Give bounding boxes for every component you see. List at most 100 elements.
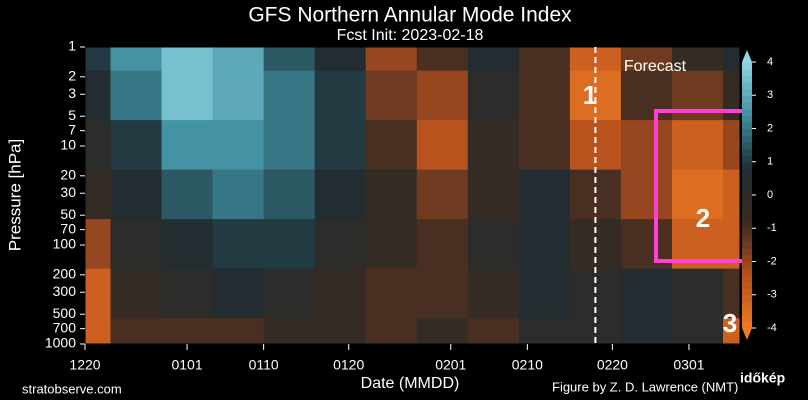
field-cell <box>263 219 316 270</box>
x-tick-label: 0101 <box>171 357 202 373</box>
plot-frame <box>84 46 741 345</box>
y-tick-label: 500 <box>53 305 77 321</box>
field-cell <box>416 318 469 344</box>
field-cell <box>365 70 418 121</box>
colorbar-cell <box>742 268 752 276</box>
y-tick-label: 5 <box>68 107 76 123</box>
field-cell <box>263 120 316 171</box>
colorbar-cell <box>742 208 752 216</box>
field-cell <box>110 268 163 319</box>
y-tick-label: 700 <box>53 319 77 335</box>
field-cell <box>161 70 214 121</box>
field-cell <box>620 120 673 171</box>
field-cell <box>518 169 571 220</box>
field-cell <box>110 47 163 72</box>
field-cell <box>467 219 520 270</box>
field-cell <box>467 47 520 72</box>
field-cell <box>416 47 469 72</box>
field-cell <box>212 169 265 220</box>
field-cell <box>85 70 112 121</box>
field-cell <box>365 169 418 220</box>
field-cell <box>85 169 112 220</box>
colorbar-cell <box>742 195 752 203</box>
colorbar-cell <box>742 155 752 163</box>
colorbar-tick-label: 2 <box>767 122 773 134</box>
field-cell <box>212 268 265 319</box>
field-cell <box>263 169 316 220</box>
field-cell <box>671 268 724 319</box>
colorbar-cell <box>742 234 752 243</box>
colorbar-cell <box>742 228 752 236</box>
field-cell <box>671 318 724 344</box>
colorbar-cell <box>742 135 752 143</box>
colorbar-cell <box>742 95 752 103</box>
field-cell <box>518 120 571 171</box>
colorbar-cell <box>742 294 752 302</box>
colorbar-cell <box>742 141 752 149</box>
field-cell <box>671 169 724 220</box>
colorbar-cell <box>742 248 752 256</box>
colorbar-tick-label: 4 <box>767 56 773 68</box>
field-cell <box>569 47 622 72</box>
colorbar-tick-label: 1 <box>767 156 773 168</box>
field-cell <box>722 169 740 220</box>
field-cell <box>365 318 418 344</box>
field-cell <box>212 47 265 72</box>
colorbar-cell <box>742 128 752 136</box>
field-cell <box>263 268 316 319</box>
field-cell <box>620 268 673 319</box>
field-cell <box>620 169 673 220</box>
colorbar-cell <box>742 75 752 83</box>
field-cell <box>671 120 724 171</box>
colorbar-cell <box>742 148 752 156</box>
field-cell <box>365 47 418 72</box>
x-tick-label: 0220 <box>597 357 628 373</box>
colorbar-cell <box>742 81 752 90</box>
source: stratobserve.com <box>22 381 122 396</box>
colorbar-tick-label: -2 <box>767 255 777 267</box>
chart-title: GFS Northern Annular Mode Index <box>248 4 572 27</box>
field-cell <box>722 318 740 344</box>
y-tick-label: 100 <box>53 236 77 252</box>
colorbar-cell <box>742 214 752 223</box>
field-cell <box>85 120 112 171</box>
field-cell <box>85 318 112 344</box>
field-cell <box>416 70 469 121</box>
field-cell <box>365 120 418 171</box>
x-tick-label: 0210 <box>512 357 543 373</box>
colorbar-tick-label: 0 <box>767 189 773 201</box>
annotation: 3 <box>723 308 737 338</box>
colorbar-tick-label: -3 <box>767 289 777 301</box>
field-cell <box>722 47 740 72</box>
field-cell <box>161 318 214 344</box>
colorbar-cell <box>742 88 752 96</box>
annotation: 2 <box>696 203 710 233</box>
colorbar-cell <box>742 308 752 316</box>
field-cell <box>416 219 469 270</box>
field-cell <box>161 219 214 270</box>
field-cell <box>263 70 316 121</box>
field-cell <box>518 268 571 319</box>
colorbar-cell <box>742 115 752 123</box>
y-tick-label: 50 <box>60 206 76 222</box>
field-cell <box>416 120 469 171</box>
colorbar-arrow <box>742 50 752 62</box>
field-cell <box>110 169 163 220</box>
field-cell <box>722 219 740 270</box>
field-cell <box>671 70 724 121</box>
field-cell <box>263 318 316 344</box>
field-cell <box>671 47 724 72</box>
field-cell <box>161 47 214 72</box>
colorbar-cell <box>742 101 752 110</box>
field-cell <box>314 120 367 171</box>
field-cell <box>314 169 367 220</box>
colorbar-tick-label: 3 <box>767 89 773 101</box>
colorbar-cell <box>742 62 752 70</box>
y-tick-label: 1 <box>68 38 76 54</box>
field-cell <box>314 70 367 121</box>
field-cell <box>110 318 163 344</box>
field-cell <box>110 70 163 121</box>
field-cell <box>467 120 520 171</box>
colorbar-cell <box>742 321 752 329</box>
colorbar-cell <box>742 274 752 282</box>
